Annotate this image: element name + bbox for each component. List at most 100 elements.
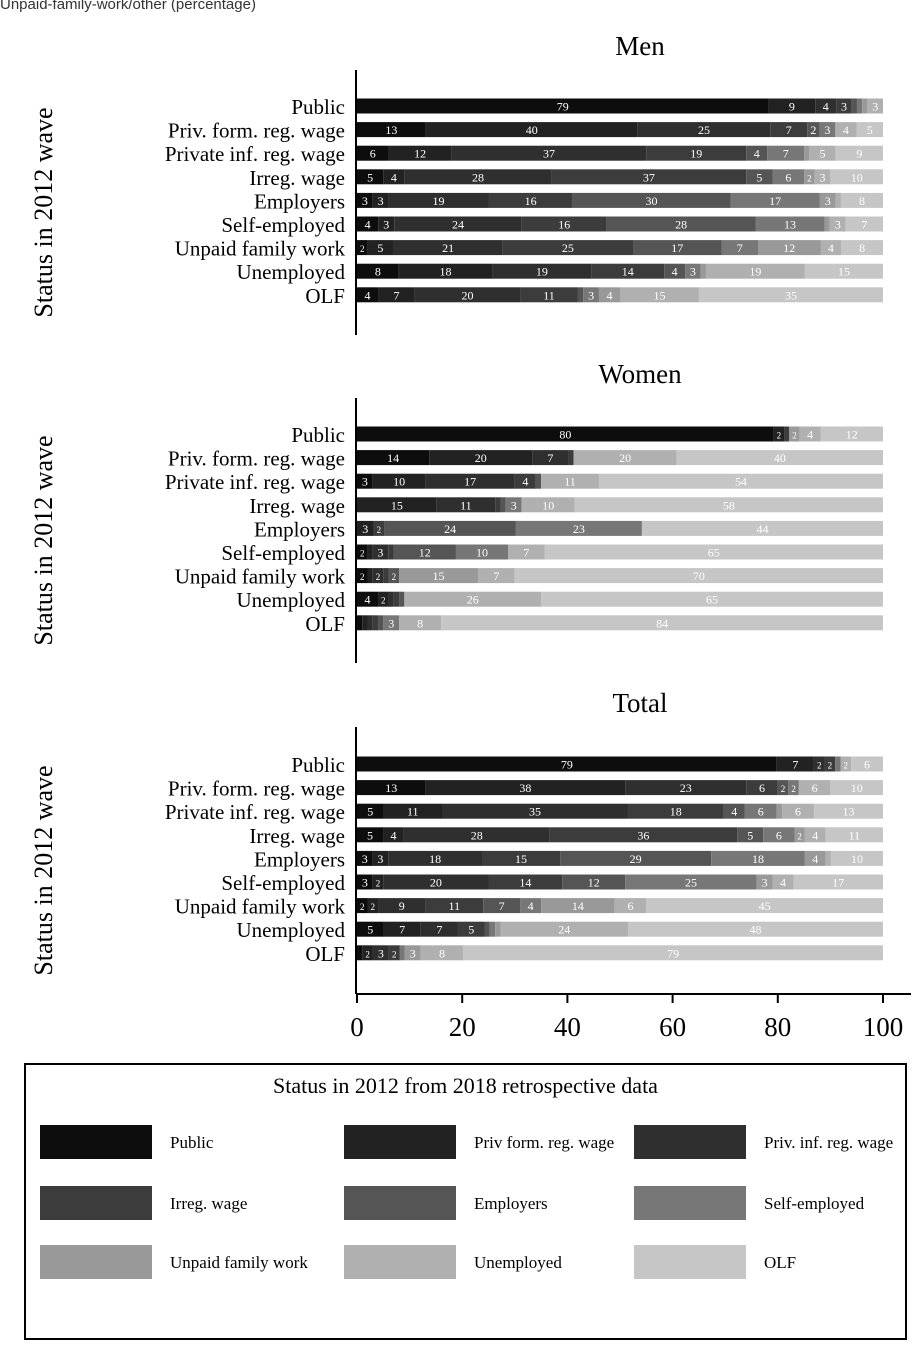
- bar-segment: [598, 473, 883, 489]
- legend-label: Unpaid family work: [170, 1252, 308, 1272]
- data-label: 35: [785, 288, 797, 302]
- category-label: Unemployed: [237, 918, 346, 942]
- data-label: 17: [769, 194, 781, 208]
- bar-segment: [777, 780, 789, 796]
- bar-segment: [488, 874, 563, 890]
- bar-segment: [793, 874, 883, 890]
- data-label: 14: [622, 265, 634, 279]
- panel-title: Total: [612, 688, 667, 718]
- data-label: 3: [377, 546, 383, 560]
- data-label: 2: [792, 431, 797, 441]
- bar-segment: [744, 803, 777, 819]
- bar-segment: [573, 450, 677, 466]
- bar-segment: [776, 756, 814, 772]
- bar-segment: [721, 240, 759, 256]
- data-label: 13: [784, 218, 796, 232]
- bar-segment: [357, 287, 379, 303]
- bar-segment: [414, 287, 521, 303]
- category-label: Priv. form. reg. wage: [168, 777, 345, 801]
- bar-segment: [388, 850, 482, 866]
- data-label: 4: [731, 805, 737, 819]
- data-label: 4: [828, 241, 834, 255]
- bar-segment: [357, 98, 769, 114]
- bar-segment: [772, 169, 805, 185]
- bar-segment: [404, 591, 542, 607]
- category-label: Unpaid family work: [175, 237, 346, 261]
- bar-segment: [384, 520, 516, 536]
- bar-segment: [814, 169, 831, 185]
- bar-segment: [830, 169, 883, 185]
- data-label: 15: [433, 569, 445, 583]
- data-label: 28: [471, 828, 483, 842]
- data-label: 4: [391, 170, 397, 184]
- bar-segment: [425, 122, 638, 138]
- data-label: 9: [856, 147, 862, 161]
- bar-segment: [776, 803, 783, 819]
- category-label: OLF: [305, 284, 345, 308]
- bar-segment: [457, 921, 485, 937]
- bar-segment: [378, 591, 389, 607]
- data-label: 12: [414, 147, 426, 161]
- category-label: Irreg. wage: [249, 166, 345, 190]
- bar-segment: [388, 192, 489, 208]
- bar-segment: [394, 216, 522, 232]
- legend-label: Priv form. reg. wage: [474, 1132, 615, 1152]
- data-label: 5: [377, 241, 383, 255]
- bar-segment: [383, 803, 443, 819]
- bar-segment: [441, 615, 883, 631]
- legend-swatch: [40, 1125, 152, 1159]
- data-label: 2: [376, 572, 381, 582]
- data-label: 2: [844, 761, 849, 771]
- bar-segment: [541, 898, 615, 914]
- data-label: 3: [835, 218, 841, 232]
- bar-segment: [549, 827, 738, 843]
- data-label: 23: [573, 522, 585, 536]
- legend-label: Irreg. wage: [170, 1193, 248, 1213]
- data-label: 5: [367, 828, 373, 842]
- bar-segment: [357, 240, 368, 256]
- bar-segment: [367, 898, 379, 914]
- data-label: 3: [383, 218, 389, 232]
- bar-segment: [378, 898, 426, 914]
- data-label: 7: [786, 123, 792, 137]
- bar-segment: [824, 216, 830, 232]
- data-label: 4: [528, 899, 534, 913]
- bar-segment: [420, 921, 458, 937]
- data-label: 10: [851, 852, 863, 866]
- bar-segment: [404, 169, 552, 185]
- category-label: Self-employed: [221, 541, 345, 565]
- data-label: 2: [777, 431, 782, 441]
- bar-segment: [625, 874, 757, 890]
- bar-segment: [357, 921, 384, 937]
- data-label: 4: [812, 852, 818, 866]
- data-label: 7: [737, 241, 743, 255]
- data-label: 79: [557, 100, 569, 114]
- bar-segment: [804, 145, 810, 161]
- data-label: 24: [452, 218, 464, 232]
- bar-segment: [399, 591, 405, 607]
- data-label: 6: [370, 147, 376, 161]
- data-label: 2: [392, 949, 397, 959]
- category-label: Irreg. wage: [249, 824, 345, 848]
- bar-segment: [357, 497, 437, 513]
- bar-segment: [357, 192, 373, 208]
- bar-segment: [378, 615, 384, 631]
- data-label: 20: [619, 451, 631, 465]
- bar-segment: [560, 850, 712, 866]
- data-label: 11: [543, 288, 555, 302]
- data-label: 3: [762, 876, 768, 890]
- x-tick-label: 20: [449, 1012, 476, 1042]
- data-label: 14: [572, 899, 584, 913]
- bar-segment: [357, 450, 430, 466]
- bar-segment: [425, 780, 626, 796]
- bar-segment: [383, 169, 405, 185]
- data-label: 7: [399, 923, 405, 937]
- data-label: 6: [759, 781, 765, 795]
- bar-segment: [767, 145, 805, 161]
- data-label: 2: [791, 784, 796, 794]
- bar-segment: [357, 827, 384, 843]
- data-label: 7: [523, 546, 529, 560]
- bar-segment: [535, 473, 542, 489]
- bar-segment: [388, 591, 394, 607]
- data-label: 14: [519, 876, 531, 890]
